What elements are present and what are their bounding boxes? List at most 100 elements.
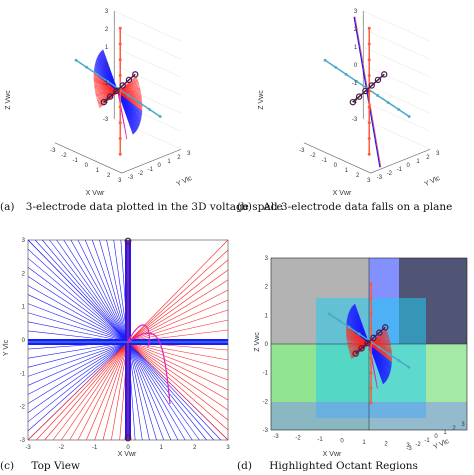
fan-line-blue — [127, 341, 164, 441]
axis-label-x: X Vwr — [86, 190, 105, 197]
fan-line-red — [127, 309, 229, 343]
tick-label-z: 0 — [105, 63, 109, 69]
electrode-orange-node — [367, 26, 371, 30]
caption-a-text: 3-electrode data plotted in the 3D volta… — [25, 201, 283, 213]
tick-label-x: 1 — [160, 445, 164, 451]
electrode-teal-node — [137, 101, 141, 104]
electrode-orange-node — [369, 356, 373, 360]
tick-label-y: -2 — [20, 405, 26, 411]
electrode-orange-node — [367, 152, 371, 156]
fan-line-blue — [70, 239, 129, 343]
fan-line-red — [77, 341, 129, 441]
fan-line-blue — [127, 341, 157, 441]
plot-top-view: -3 -2 -1 0 1 2 3 3 2 1 0 -1 -2 -3 Y Vlc X Vwr — [3, 237, 230, 458]
tick-label-y: -3 — [406, 446, 412, 452]
electrode-purple-node — [349, 98, 357, 106]
tick-label-z: -2 — [103, 99, 109, 105]
tick-label-x: 0 — [85, 163, 89, 169]
electrode-purple-node — [368, 82, 375, 89]
fan-line-blue — [127, 341, 207, 441]
panel-b: 3 2 1 0 -1 -2 -3 -3 -2 -1 0 1 2 3 -3 -2 -1 0 1 2 3 Z Vwc X V… — [237, 0, 474, 215]
electrode-orange-node — [118, 105, 122, 109]
fan-line-blue — [27, 239, 129, 343]
trace-magenta — [127, 332, 171, 405]
grid-line — [363, 46, 431, 78]
tick-label-x: 1 — [362, 440, 366, 446]
grid-line — [363, 118, 431, 150]
tick-label-y: 1 — [416, 159, 420, 165]
electrode-teal-node — [85, 65, 89, 69]
electrode-purple-node — [119, 82, 126, 89]
tick-label-x: -1 — [317, 437, 323, 443]
tick-label-x: 2 — [193, 445, 197, 451]
tick-label-x: 3 — [406, 443, 410, 449]
tick-label-y: 3 — [187, 151, 191, 157]
tick-label-x: 3 — [226, 445, 230, 451]
fan-line-blue — [127, 341, 193, 441]
axis-label-y: Y Vlc — [3, 339, 10, 356]
electrode-purple-node — [376, 329, 383, 336]
electrode-purple-node — [106, 93, 114, 100]
tick-label-z: -1 — [263, 371, 269, 377]
fan-line-blue — [99, 239, 129, 343]
fan-line-red — [94, 341, 129, 441]
electrode-orange-node — [367, 105, 371, 109]
floor-edge — [303, 142, 431, 174]
electrode-purple-node — [125, 76, 133, 84]
fan-line-blue — [27, 341, 129, 413]
panel-a: 3 2 1 0 -1 -2 -3 -3 -2 -1 0 1 2 3 -3 -2 -1 0 1 2 3 Z Vwc X V… — [0, 0, 283, 215]
fan-line-red — [61, 341, 129, 441]
tick-label-y: -1 — [20, 371, 26, 377]
fan-line-blue — [56, 239, 129, 343]
tick-label-x: -1 — [72, 158, 78, 164]
electrode-teal-node — [337, 319, 341, 323]
fan-line-blue — [27, 341, 129, 404]
tick-label-x: 3 — [367, 178, 371, 184]
tick-label-x: -3 — [299, 148, 305, 154]
tick-label-y: -2 — [138, 171, 144, 177]
tick-label-x: 2 — [107, 173, 111, 179]
caption-c: (c) Top View — [0, 460, 80, 472]
fan-line-blue — [127, 341, 214, 441]
electrode-purple-node — [381, 71, 388, 78]
caption-a-label: (a) — [0, 201, 15, 213]
electrode-purple-node — [100, 98, 108, 106]
fan-line-blue — [127, 341, 186, 441]
fan-line-blue — [27, 276, 129, 343]
electrode-teal-node — [106, 79, 110, 83]
tick-label-y: -1 — [397, 167, 403, 173]
endpoint-marker — [124, 237, 132, 245]
fan-line-red — [127, 341, 229, 411]
fan-line-red — [127, 269, 229, 343]
tick-label-x: 3 — [118, 178, 122, 184]
fan-line-blue — [63, 239, 129, 343]
fan-line-red — [52, 341, 129, 441]
fan-line-red — [127, 341, 229, 401]
grid-line — [363, 10, 431, 42]
fan-line-red — [127, 341, 229, 381]
fan-line-blue — [127, 341, 150, 441]
tick-label-y: 2 — [452, 426, 456, 432]
grid-line — [363, 82, 431, 114]
tick-label-z: -2 — [352, 99, 358, 105]
fan-line-red — [27, 341, 129, 441]
tick-label-x: -2 — [310, 153, 316, 159]
fan-line-red — [127, 341, 229, 371]
tick-label-y: -2 — [415, 442, 421, 448]
tick-label-z: -2 — [263, 399, 269, 405]
electrode-teal-node — [376, 94, 380, 97]
fan-line-blue — [92, 239, 129, 343]
electrode-teal-node — [328, 312, 331, 316]
electrode-purple-node — [352, 350, 359, 357]
trace-magenta — [127, 324, 150, 348]
grid-line — [363, 64, 431, 96]
fan-line-blue — [27, 285, 129, 343]
tick-label-x: 1 — [96, 168, 100, 174]
caption-d: (d) Highlighted Octant Regions — [237, 460, 418, 472]
grid-line — [114, 118, 182, 150]
axis-label-z: Z Vwc — [5, 90, 12, 110]
tick-label-x: 0 — [334, 163, 338, 169]
electrode-purple-node — [382, 324, 389, 331]
electrode-orange-node — [118, 58, 122, 62]
grid-line — [363, 100, 431, 132]
